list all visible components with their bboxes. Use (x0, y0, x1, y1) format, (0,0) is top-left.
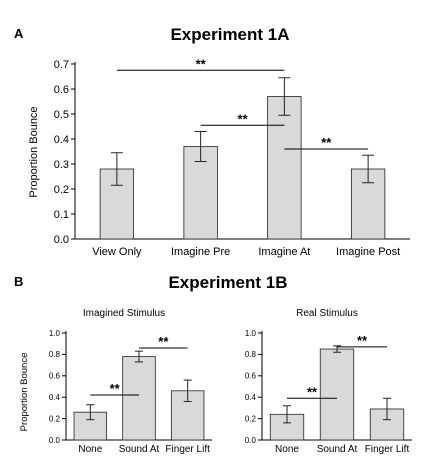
panel-b1-bar (122, 356, 156, 441)
panel-b2-ytick-label: 0.6 (245, 372, 257, 381)
panel-a-label: A (14, 26, 24, 41)
panel-b1-significance-label: ** (158, 334, 169, 349)
panel-b1-subtitle: Imagined Stimulus (83, 308, 165, 319)
panel-b2-subtitle: Real Stimulus (296, 308, 358, 319)
panel-b1-category-label: Sound At (119, 444, 160, 455)
panel-b1-ytick-label: 0.2 (49, 414, 61, 423)
panel-b1-significance-label: ** (110, 381, 121, 396)
panel-a-ytick-label: 0.4 (54, 134, 69, 146)
panel-a-ylabel: Proportion Bounce (28, 106, 40, 197)
panel-b2-ytick-label: 1.0 (245, 329, 257, 338)
panel-b2-significance-label: ** (357, 333, 368, 348)
panel-b1-ytick-label: 0.8 (49, 350, 61, 359)
panel-a-category-label: View Only (92, 246, 142, 258)
panel-b1-ytick-label: 0.0 (49, 436, 61, 445)
panel-b1-ytick-label: 0.4 (49, 393, 61, 402)
panel-b2-chart: 0.0 0.2 0.4 0.6 0.8 1.0 None Sound At Finger Lif… (245, 329, 412, 455)
panel-b2-ytick-label: 0.2 (245, 414, 257, 423)
panel-a-title: Experiment 1A (170, 25, 289, 44)
panel-b1-category-label: None (78, 444, 102, 455)
panel-b-title: Experiment 1B (168, 273, 287, 292)
panel-b-label: B (14, 274, 23, 289)
panel-a-category-label: Imagine Pre (171, 246, 230, 258)
panel-a-bar (183, 146, 218, 240)
panel-b1-chart: 0.0 0.2 0.4 0.6 0.8 1.0 None Sound At Finger Lif… (49, 329, 212, 455)
panel-a-significance-label: ** (237, 111, 248, 126)
panel-b2-category-label: Sound At (317, 444, 358, 455)
panel-a-ytick-label: 0.5 (54, 109, 69, 121)
panel-a-ytick-label: 0.7 (54, 59, 69, 71)
panel-b1-ytick-label: 0.6 (49, 372, 61, 381)
panel-a-category-label: Imagine At (258, 246, 310, 258)
panel-b2-significance-label: ** (307, 384, 318, 399)
panel-b2-category-label: None (275, 444, 299, 455)
panel-a-ytick-label: 0.0 (54, 234, 69, 246)
panel-a-significance-label: ** (321, 135, 332, 150)
panel-a-category-label: Imagine Post (336, 246, 400, 258)
panel-a-chart: 0.0 0.1 0.2 0.3 0.4 0.5 0.6 0.7 View Only Imagine… (54, 56, 410, 258)
panel-b1-ytick-label: 1.0 (49, 329, 61, 338)
panel-b2-category-label: Finger Lift (365, 444, 410, 455)
panel-a-ytick-label: 0.3 (54, 159, 69, 171)
panel-a-ytick-label: 0.6 (54, 84, 69, 96)
panel-b2-bar (319, 348, 355, 441)
panel-b1-category-label: Finger Lift (165, 444, 210, 455)
panel-b2-ytick-label: 0.0 (245, 436, 257, 445)
panel-a-bar (267, 96, 302, 240)
panel-b1-ylabel: Proportion Bounce (19, 353, 30, 432)
panel-a-ytick-label: 0.2 (54, 184, 69, 196)
panel-b2-ytick-label: 0.4 (245, 393, 257, 402)
panel-b2-ytick-label: 0.8 (245, 350, 257, 359)
panel-a-significance-label: ** (196, 56, 207, 71)
panel-a-ytick-label: 0.1 (54, 209, 69, 221)
